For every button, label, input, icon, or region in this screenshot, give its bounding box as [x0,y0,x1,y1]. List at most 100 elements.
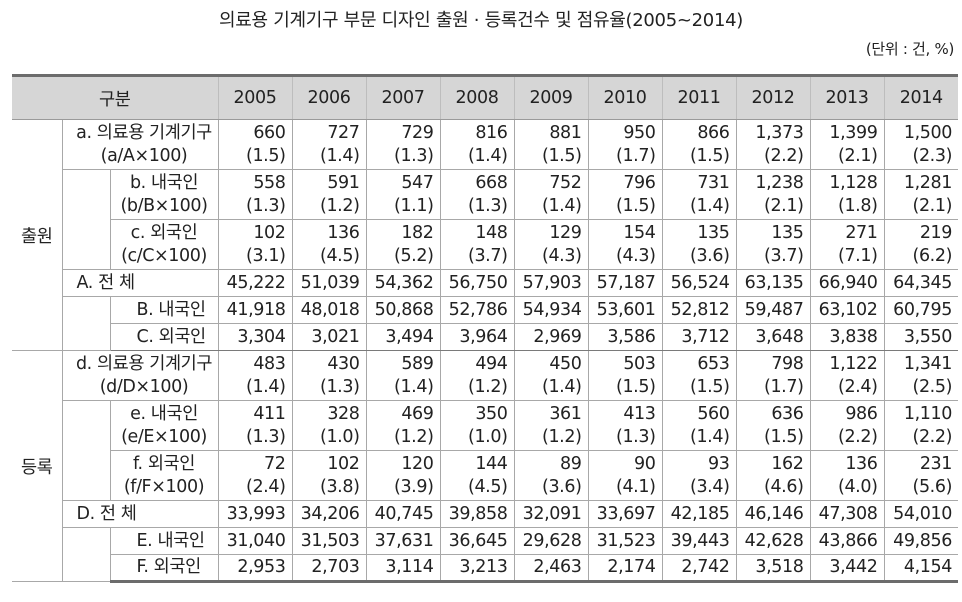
data-cell: 135 (3.6) [661,219,737,270]
data-cell: 752 (1.4) [513,169,589,220]
data-cell: 1,373 (2.2) [735,119,811,170]
data-cell-share: (1.7) [764,376,804,397]
data-cell: 231 (5.6) [883,450,959,501]
data-cell-value: 469 [401,403,434,424]
data-cell: 48,018 [291,296,367,324]
data-cell: 1,110 (2.2) [883,400,959,451]
table-row: E. 내국인 31,040 31,503 37,631 36,645 29,628 31,5… [12,527,959,582]
data-cell: 54,362 [365,269,441,297]
data-cell-share: (2.3) [912,145,953,166]
data-cell-value: 361 [549,403,582,424]
data-cell-share: (3.8) [320,476,360,497]
data-cell: 2,953 [217,554,293,583]
data-cell-value: 503 [623,353,656,374]
data-cell: 33,697 [587,500,663,528]
data-cell: 34,206 [291,500,367,528]
data-cell: 798 (1.7) [735,350,811,401]
data-cell: 3,648 [735,323,811,351]
data-cell-value: 136 [845,453,878,474]
data-cell: 148 (3.7) [439,219,515,270]
data-cell: 2,703 [291,554,367,583]
data-cell-share: (1.8) [838,195,878,216]
data-cell-value: 1,281 [903,172,953,193]
data-cell: 3,550 [883,323,959,351]
data-cell-value: 1,122 [829,353,878,374]
data-cell: 560 (1.4) [661,400,737,451]
data-cell-share: (1.4) [690,195,730,216]
data-cell: 31,503 [291,527,367,555]
data-cell: 66,940 [809,269,885,297]
data-cell: 796 (1.5) [587,169,663,220]
data-cell-share: (1.4) [394,376,434,397]
data-cell: 816 (1.4) [439,119,515,170]
data-cell: 39,858 [439,500,515,528]
row-label: c. 외국인 (c/C×100) [109,219,219,270]
row-label: e. 내국인 (e/E×100) [109,400,219,451]
data-cell-share: (3.7) [764,245,804,266]
data-cell-share: (1.4) [542,376,582,397]
data-cell-share: (1.3) [246,195,286,216]
table-row: e. 내국인 (e/E×100) 411 (1.3) 328 (1.0) 469 (1.2) 3… [12,400,959,501]
row-label-value: a. 의료용 기계기구 [76,122,212,143]
row-label-share: (f/F×100) [123,476,205,497]
data-cell-value: 816 [475,122,508,143]
data-cell-share: (1.3) [320,376,360,397]
data-cell-share: (2.1) [912,195,953,216]
data-cell-share: (1.5) [246,145,286,166]
row-label: F. 외국인 [109,554,219,583]
data-cell: 42,185 [661,500,737,528]
data-cell: 3,586 [587,323,663,351]
data-cell: 558 (1.3) [217,169,293,220]
data-cell: 430 (1.3) [291,350,367,401]
data-cell: 89 (3.6) [513,450,589,501]
data-cell: 503 (1.5) [587,350,663,401]
data-cell-share: (4.1) [616,476,656,497]
data-cell-value: 494 [475,353,508,374]
data-cell: 271 (7.1) [809,219,885,270]
data-cell-share: (1.5) [690,376,730,397]
data-cell-value: 89 [560,453,582,474]
data-cell-share: (5.2) [394,245,434,266]
indent-spacer [61,527,111,582]
data-cell: 660 (1.5) [217,119,293,170]
row-label: C. 외국인 [109,323,219,351]
table-row: A. 전 체 45,222 51,039 54,362 56,750 57,903 57,1… [12,269,959,297]
data-cell-value: 660 [253,122,286,143]
row-label-share: (a/A×100) [100,145,188,166]
data-cell: 129 (4.3) [513,219,589,270]
data-cell-value: 135 [697,222,730,243]
data-cell: 54,934 [513,296,589,324]
data-cell-share: (4.5) [468,476,508,497]
data-cell-value: 950 [623,122,656,143]
data-cell-value: 1,110 [903,403,953,424]
data-cell: 3,518 [735,554,811,583]
data-cell-share: (3.7) [468,245,508,266]
data-cell-share: (1.2) [394,426,434,447]
table-row: c. 외국인 (c/C×100) 102 (3.1) 136 (4.5) 182 (5.2) 1… [12,219,959,270]
data-cell-value: 135 [771,222,804,243]
data-cell: 52,786 [439,296,515,324]
row-label: D. 전 체 [61,500,219,528]
data-cell: 986 (2.2) [809,400,885,451]
data-cell-value: 798 [771,353,804,374]
data-cell: 411 (1.3) [217,400,293,451]
data-cell: 144 (4.5) [439,450,515,501]
data-cell: 2,969 [513,323,589,351]
row-label-value: e. 내국인 [130,403,198,424]
data-cell: 162 (4.6) [735,450,811,501]
data-cell-value: 668 [475,172,508,193]
data-cell-value: 1,500 [903,122,953,143]
data-cell-value: 866 [697,122,730,143]
data-cell: 1,122 (2.4) [809,350,885,401]
data-cell-share: (1.7) [616,145,656,166]
indent-spacer [61,169,111,270]
data-cell: 866 (1.5) [661,119,737,170]
data-cell: 729 (1.3) [365,119,441,170]
data-cell-share: (1.5) [616,195,656,216]
indent-spacer [61,296,111,351]
data-cell: 547 (1.1) [365,169,441,220]
data-cell-value: 547 [401,172,434,193]
header-year: 2011 [661,74,737,120]
row-label: E. 내국인 [109,527,219,555]
data-cell: 56,750 [439,269,515,297]
